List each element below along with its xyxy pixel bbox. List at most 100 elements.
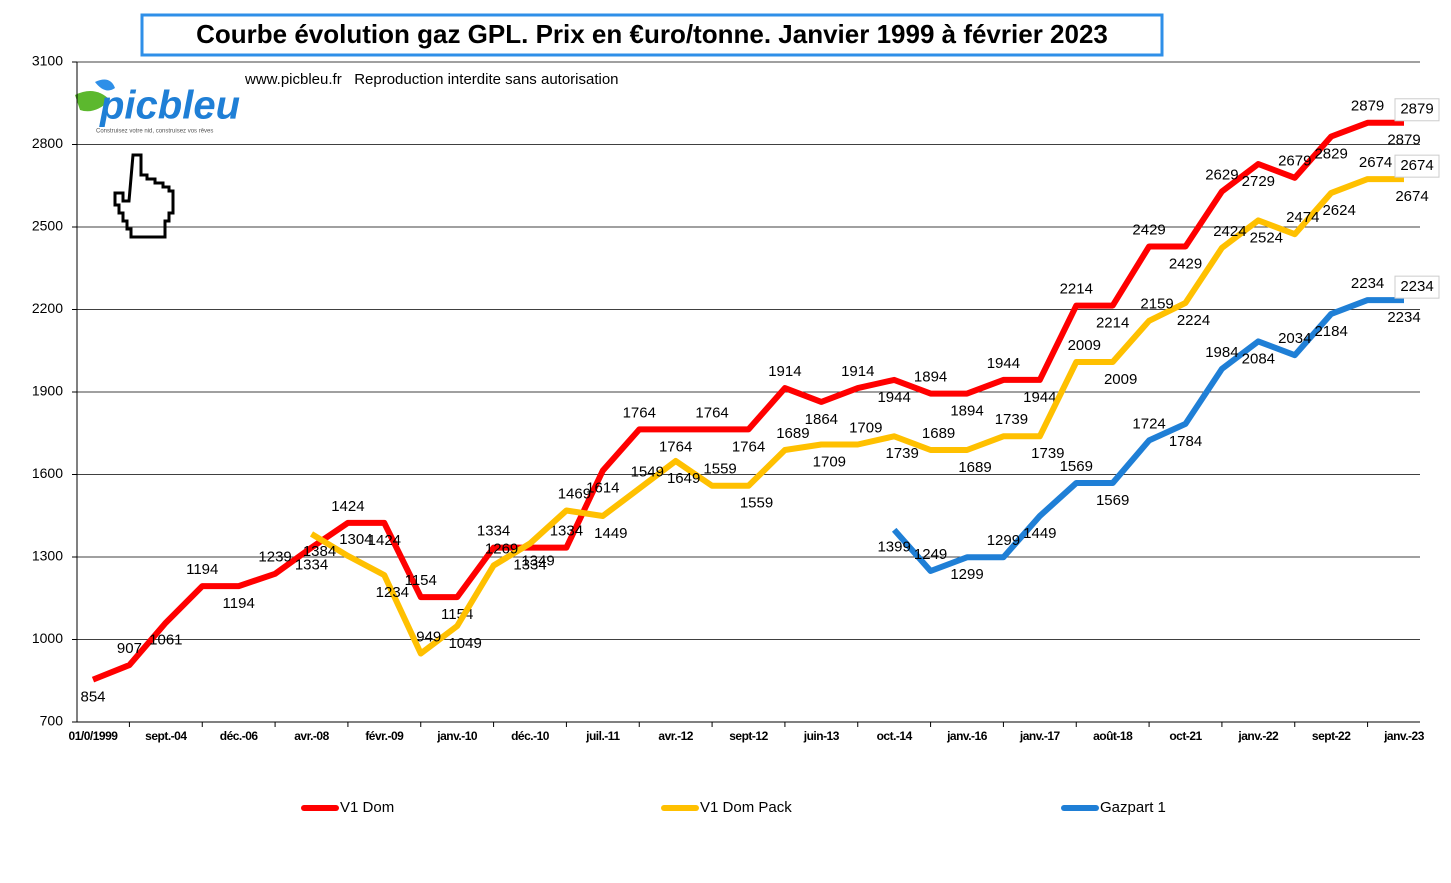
x-tick-label: avr.-12 xyxy=(658,729,693,743)
x-tick-label: juin-13 xyxy=(803,729,840,743)
data-label: 1304 xyxy=(339,531,372,548)
data-label: 1914 xyxy=(768,363,801,380)
data-label: 2729 xyxy=(1242,173,1275,190)
data-label: 1549 xyxy=(631,463,664,480)
data-label: 949 xyxy=(416,628,441,645)
y-tick-label: 1300 xyxy=(32,548,63,564)
data-label: 2429 xyxy=(1169,255,1202,272)
x-tick-label: janv.-16 xyxy=(946,729,988,743)
title-box xyxy=(140,13,1164,57)
y-tick-label: 2200 xyxy=(32,300,63,316)
x-tick-label: janv.-10 xyxy=(436,729,478,743)
data-label: 1049 xyxy=(448,635,481,652)
data-label: 1399 xyxy=(877,539,910,556)
data-label: 1194 xyxy=(186,561,218,578)
x-tick-label: juil.-11 xyxy=(585,729,620,743)
logo-bird xyxy=(95,79,115,91)
data-label: 2474 xyxy=(1286,209,1319,226)
end-label-box xyxy=(1394,98,1440,122)
data-label: 1239 xyxy=(258,549,291,566)
data-label: 1764 xyxy=(659,438,692,455)
x-tick-label: sept-22 xyxy=(1312,729,1351,743)
y-tick-label: 1000 xyxy=(32,630,63,646)
data-label: 1299 xyxy=(987,532,1020,549)
x-tick-label: janv.-17 xyxy=(1019,729,1061,743)
data-label: 1559 xyxy=(740,495,773,512)
data-label: 2034 xyxy=(1278,330,1311,347)
data-label: 2159 xyxy=(1140,296,1173,313)
data-label: 1944 xyxy=(987,355,1020,372)
data-label: 1739 xyxy=(885,445,918,462)
x-tick-label: 01/0/1999 xyxy=(69,729,119,743)
data-label: 1154 xyxy=(405,572,437,589)
data-label: 1894 xyxy=(950,403,983,420)
data-label: 1984 xyxy=(1205,344,1238,361)
data-label: 2214 xyxy=(1096,315,1129,332)
data-label: 1449 xyxy=(1023,525,1056,542)
x-tick-label: janv.-23 xyxy=(1383,729,1425,743)
data-label: 1559 xyxy=(703,461,736,478)
data-label: 1709 xyxy=(813,453,846,470)
series-line xyxy=(309,176,1404,657)
watermark: www.picbleu.fr Reproduction interdite sa… xyxy=(244,71,619,88)
end-label: 2234 xyxy=(1400,278,1433,295)
data-label: 1424 xyxy=(368,532,401,549)
y-tick-label: 700 xyxy=(40,713,64,729)
chart-title: Courbe évolution gaz GPL. Prix en €uro/t… xyxy=(196,19,1108,49)
series-line xyxy=(91,119,1404,683)
data-label: 2829 xyxy=(1314,145,1347,162)
hand-cursor-icon xyxy=(113,153,175,239)
data-label: 1384 xyxy=(303,543,336,560)
logo-leaf xyxy=(75,91,110,112)
data-label: 1864 xyxy=(805,411,838,428)
logo-tagline: Construisez votre nid, construisez vos r… xyxy=(96,129,213,135)
data-label: 2524 xyxy=(1250,229,1283,246)
data-label: 1739 xyxy=(1031,445,1064,462)
y-tick-label: 1600 xyxy=(32,465,63,481)
end-label: 2879 xyxy=(1400,101,1433,118)
data-label: 2674 xyxy=(1395,188,1428,205)
data-label: 1764 xyxy=(732,438,765,455)
data-label: 2629 xyxy=(1205,166,1238,183)
data-label: 1469 xyxy=(558,485,591,502)
x-tick-label: déc.-06 xyxy=(220,729,259,743)
legend-label: V1 Dom Pack xyxy=(700,799,792,816)
data-label: 1234 xyxy=(376,584,409,601)
data-label: 1764 xyxy=(695,404,728,421)
data-label: 1689 xyxy=(958,459,991,476)
data-label: 1334 xyxy=(295,557,328,574)
data-label: 1739 xyxy=(995,411,1028,428)
x-tick-label: janv.-22 xyxy=(1237,729,1279,743)
data-label: 1914 xyxy=(841,363,874,380)
x-tick-label: oct.-14 xyxy=(877,729,913,743)
data-label: 1649 xyxy=(667,470,700,487)
data-label: 1689 xyxy=(922,425,955,442)
end-label-box xyxy=(1394,154,1440,178)
x-tick-label: févr.-09 xyxy=(365,729,404,743)
logo: picbleu Construisez votre nid, construis… xyxy=(75,79,240,135)
data-label: 2879 xyxy=(1387,132,1420,149)
logo-text: picbleu xyxy=(99,84,240,128)
data-label: 2674 xyxy=(1359,154,1392,171)
y-tick-label: 3100 xyxy=(32,53,63,69)
data-label: 1269 xyxy=(485,540,518,557)
series-line xyxy=(891,297,1404,574)
data-label: 1614 xyxy=(586,480,619,497)
data-label: 1334 xyxy=(550,523,583,540)
data-label: 2009 xyxy=(1068,337,1101,354)
legend-label: Gazpart 1 xyxy=(1100,799,1166,816)
data-label: 2214 xyxy=(1060,281,1093,298)
x-tick-label: déc.-10 xyxy=(511,729,550,743)
data-label: 2084 xyxy=(1242,350,1275,367)
x-tick-label: oct-21 xyxy=(1169,729,1202,743)
data-label: 1764 xyxy=(623,404,656,421)
data-label: 2429 xyxy=(1132,221,1165,238)
data-label: 2879 xyxy=(1351,98,1384,115)
y-tick-label: 2800 xyxy=(32,135,63,151)
data-label: 907 xyxy=(117,640,142,657)
data-label: 1349 xyxy=(521,552,554,569)
data-label: 2234 xyxy=(1387,309,1420,326)
y-tick-label: 1900 xyxy=(32,383,63,399)
data-label: 1894 xyxy=(914,369,947,386)
data-label: 1569 xyxy=(1060,458,1093,475)
